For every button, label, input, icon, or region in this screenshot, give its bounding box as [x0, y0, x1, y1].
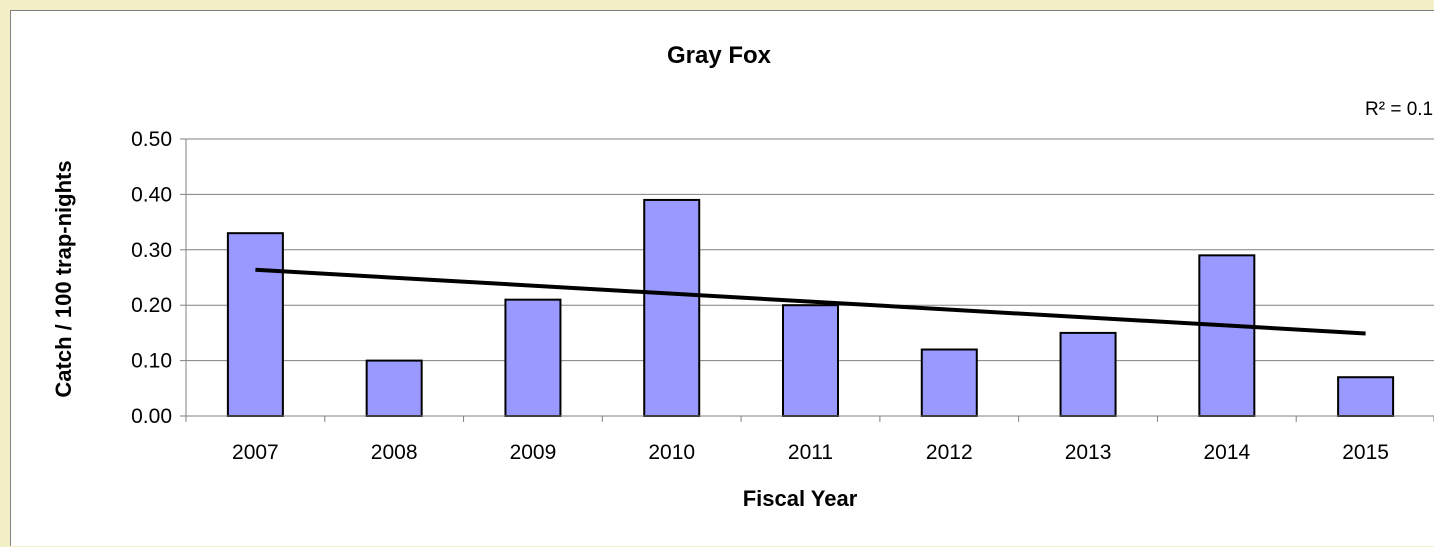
x-tick-label: 2015 [1342, 441, 1389, 464]
bar-2007 [226, 232, 284, 417]
bar-2010 [643, 198, 701, 417]
y-tick-label: 0.50 [131, 128, 172, 151]
y-tick-label: 0.10 [131, 350, 172, 373]
bar-2008 [365, 359, 423, 418]
y-tick-label: 0.40 [131, 183, 172, 206]
x-tick-label: 2012 [926, 441, 973, 464]
bar-2014 [1198, 254, 1256, 417]
trendline [255, 267, 1366, 336]
gray-fox-chart: Gray Fox R² = 0.1276 Catch / 100 trap-ni… [51, 42, 1434, 511]
bar-2011 [782, 304, 839, 418]
x-axis-title: Fiscal Year [743, 486, 858, 511]
y-tick-label: 0.20 [131, 294, 172, 317]
bar-2012 [920, 348, 978, 417]
y-tick-label: 0.30 [131, 239, 172, 262]
bar-2015 [1337, 376, 1395, 417]
x-tick-label: 2008 [371, 441, 418, 464]
r-squared-label: R² = 0.1276 [1365, 99, 1434, 120]
bar-2013 [1059, 331, 1117, 417]
x-tick-label: 2009 [510, 441, 557, 464]
chart-title: Gray Fox [667, 42, 772, 69]
x-tick-label: 2007 [232, 441, 279, 464]
y-axis-title: Catch / 100 trap-nights [51, 160, 76, 397]
chart-area: Gray Fox R² = 0.1276 Catch / 100 trap-ni… [10, 10, 1434, 546]
x-tick-label: 2010 [648, 441, 695, 464]
y-tick-label: 0.00 [131, 405, 172, 428]
x-tick-label: 2014 [1203, 441, 1250, 464]
bar-2009 [504, 298, 562, 417]
x-tick-label: 2011 [788, 441, 833, 464]
x-tick-label: 2013 [1065, 441, 1112, 464]
